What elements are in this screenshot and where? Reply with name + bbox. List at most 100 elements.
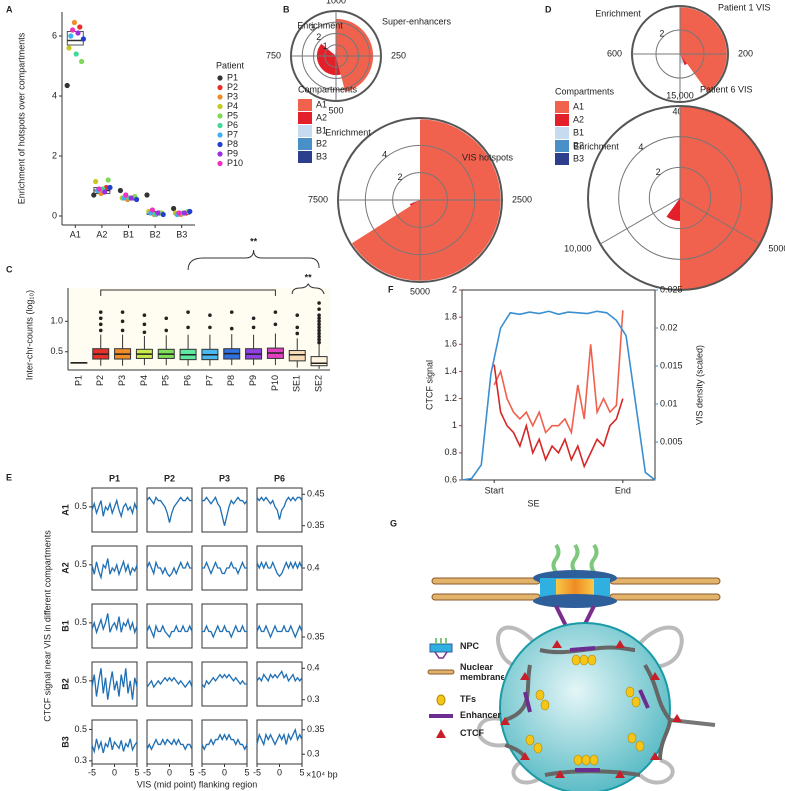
x-tick-label: P4 (139, 375, 149, 386)
x-tick-label: P6 (182, 375, 192, 386)
signal-line (91, 737, 138, 754)
outlier (317, 331, 321, 336)
legend-swatch (298, 125, 312, 137)
panel-frame (91, 545, 138, 591)
x-tick-label: P7 (204, 375, 214, 386)
dot (70, 27, 76, 33)
outlier (251, 325, 256, 330)
npc-filament (570, 543, 580, 574)
wedge (409, 200, 420, 206)
signal-line (202, 624, 247, 639)
y2-tick-label: 0.025 (660, 284, 683, 294)
dot (68, 33, 74, 39)
legend-swatch (555, 153, 569, 165)
ctcf-sites (500, 640, 682, 778)
outlier (120, 328, 125, 333)
legend-swatch (298, 99, 312, 111)
y-tick-label: 0.5 (74, 559, 87, 569)
legend-title: Compartments (555, 86, 615, 96)
a-tick-label: 750 (266, 50, 281, 60)
a-tick-label: 250 (391, 50, 406, 60)
legend-label: B1 (316, 125, 327, 135)
x-tick-label: 0 (167, 767, 172, 777)
column-label: P1 (109, 473, 120, 483)
y2-tick-label: 0.3 (307, 694, 320, 704)
dot (160, 211, 166, 218)
x-axis-unit: ×10⁴ bp (306, 769, 338, 779)
x-tick-label: A2 (96, 229, 107, 239)
legend-title: Compartments (298, 84, 358, 94)
dot (66, 45, 72, 51)
outlier (295, 313, 300, 318)
dot (75, 30, 81, 36)
legend-label: B3 (573, 153, 584, 163)
signal-line (201, 673, 247, 689)
outlier (142, 313, 147, 318)
panel-frame (146, 603, 193, 649)
outlier (317, 319, 321, 324)
x-tick-label: -5 (253, 767, 261, 777)
x-tick-label: -5 (198, 767, 206, 777)
y-tick-label: 0.5 (50, 346, 63, 356)
x-tick-label: End (615, 485, 631, 495)
x-tick-label: SE1 (292, 375, 302, 392)
r-tick-label: 2 (316, 32, 321, 42)
outlier (295, 325, 300, 330)
legend-label: P8 (227, 139, 238, 149)
dot (93, 178, 99, 185)
x-tick-label: SE2 (313, 375, 323, 392)
signal-line (146, 560, 192, 578)
row-label: B1 (60, 620, 70, 632)
outlier (142, 322, 147, 327)
r-tick-label: 3 (310, 23, 315, 33)
outlier (317, 340, 321, 345)
y-tick-label: 0.5 (74, 617, 87, 627)
panel-frame (201, 545, 248, 591)
outlier (317, 307, 321, 311)
annotation: ** (305, 272, 313, 282)
dot (134, 196, 140, 203)
dot (117, 187, 123, 194)
panel-frame (201, 719, 248, 765)
legend-label: P10 (227, 158, 243, 168)
y2-tick-label: 0.02 (660, 322, 678, 332)
signal-line (146, 676, 193, 689)
r-tick-label: 2 (659, 29, 664, 39)
legend-swatch (555, 127, 569, 139)
dot (71, 19, 77, 26)
legend-label: P7 (227, 129, 238, 139)
signal-line (256, 670, 303, 683)
membrane (609, 593, 721, 601)
legend-swatch (298, 112, 312, 124)
y2-tick-label: 0.005 (660, 436, 683, 446)
column-label: P3 (219, 473, 230, 483)
outlier (273, 310, 278, 314)
r-tick-label: 4 (382, 149, 387, 159)
signal-line (256, 727, 303, 747)
x-tick-label: P2 (95, 375, 105, 386)
legend-swatch (298, 138, 312, 150)
outlier (98, 328, 103, 333)
wedge (666, 198, 680, 221)
dot (91, 192, 97, 198)
outlier (317, 325, 321, 330)
chart-title: Patient 1 VIS (718, 2, 771, 12)
dot (64, 82, 70, 89)
y-tick-label: 0.5 (74, 501, 87, 511)
row-label: B2 (60, 678, 70, 690)
legend-swatch (217, 160, 223, 167)
outlier (229, 326, 234, 331)
bracket (291, 282, 325, 295)
legend-label: Enhancer (460, 710, 502, 720)
y2-tick-label: 0.35 (307, 520, 325, 530)
dot (128, 195, 134, 201)
y-tick-label: 0 (52, 210, 57, 220)
signal-line (91, 613, 138, 635)
legend-swatch (217, 94, 223, 100)
x-tick-label: 5 (189, 767, 194, 777)
spoke (600, 197, 681, 245)
y-tick-label: 0.6 (444, 474, 457, 484)
signal-line (146, 496, 192, 523)
panel-frame (256, 603, 303, 649)
outlier (186, 325, 190, 330)
